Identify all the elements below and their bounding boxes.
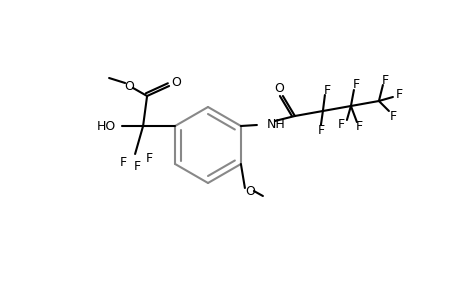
Text: F: F (354, 121, 362, 134)
Text: NH: NH (266, 118, 285, 130)
Text: F: F (352, 79, 358, 92)
Text: O: O (124, 80, 134, 92)
Text: F: F (323, 85, 330, 98)
Text: F: F (133, 160, 140, 173)
Text: HO: HO (97, 119, 116, 133)
Text: F: F (394, 88, 402, 100)
Text: F: F (145, 152, 152, 164)
Text: F: F (388, 110, 396, 122)
Text: O: O (274, 82, 283, 94)
Text: F: F (336, 118, 344, 131)
Text: F: F (381, 74, 388, 86)
Text: F: F (317, 124, 324, 136)
Text: F: F (119, 155, 126, 169)
Text: O: O (245, 184, 254, 197)
Text: O: O (171, 76, 181, 88)
